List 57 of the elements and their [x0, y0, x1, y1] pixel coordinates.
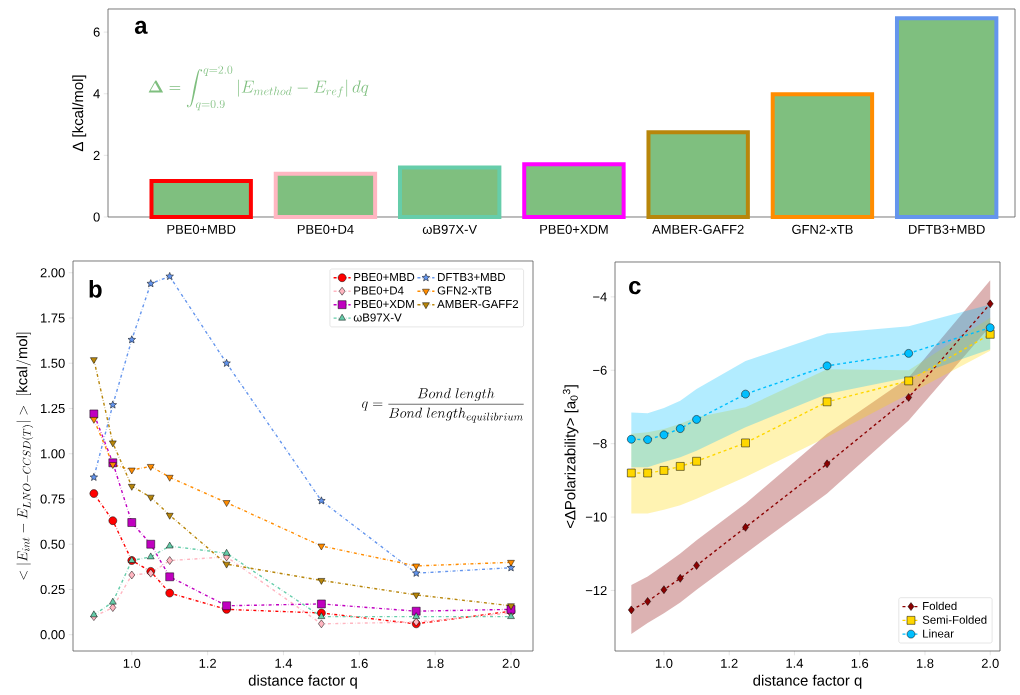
- legend-label: DFTB3+MBD: [438, 272, 506, 282]
- legend-label: Folded: [923, 601, 957, 611]
- x-axis-title: distance factor q: [753, 674, 862, 689]
- y-tick-label: 4: [93, 89, 100, 99]
- y-tick-label: 0.75: [40, 494, 65, 504]
- y-tick-label: 2.00: [40, 268, 65, 278]
- y-tick-label: −6: [593, 365, 607, 375]
- legend-label: PBE0+MBD: [354, 272, 415, 282]
- x-tick-label: 1.0: [655, 658, 673, 668]
- y-tick-label: 0.25: [40, 584, 65, 595]
- x-tick-label: DFTB3+MBD: [909, 224, 985, 234]
- y-axis-title: <ΔPolarizability> [a$_{0}$$^{3}$]: [562, 385, 579, 529]
- x-tick-label: 1.2: [199, 658, 216, 668]
- y-tick-label: 0.00: [40, 630, 65, 640]
- x-tick-label: 1.6: [851, 658, 869, 668]
- legend-label: Semi-Folded: [922, 615, 987, 624]
- x-tick-label: PBE0+XDM: [540, 224, 608, 234]
- legend-label: GFN2-xTB: [437, 286, 492, 295]
- x-tick-label: GFN2-xTB: [792, 224, 853, 234]
- x-tick-label: 1.4: [275, 658, 293, 668]
- x-tick-label: PBE0+MBD: [167, 224, 236, 234]
- x-tick-label: ωB97X-V: [422, 224, 477, 234]
- y-tick-label: 6: [93, 27, 100, 37]
- legend-label: PBE0+XDM: [354, 299, 414, 309]
- y-tick-label: 0.50: [40, 539, 65, 549]
- x-axis-title: distance factor q: [248, 674, 357, 689]
- x-tick-label: PBE0+D4: [297, 224, 354, 234]
- y-tick-label: 0: [93, 212, 100, 222]
- chart-title: a: [134, 20, 148, 34]
- y-tick-label: 1.00: [41, 449, 65, 459]
- y-tick-label: −12: [585, 585, 607, 595]
- legend-label: ωB97X-V: [353, 313, 402, 322]
- x-tick-label: 1.8: [427, 658, 444, 668]
- y-tick-label: −4: [593, 292, 607, 302]
- y-tick-label: 2: [93, 150, 100, 160]
- y-tick-label: 1.25: [41, 403, 65, 414]
- y-tick-label: 1.75: [41, 313, 65, 323]
- legend-label: PBE0+D4: [354, 286, 404, 295]
- y-tick-label: −10: [585, 512, 607, 522]
- x-tick-label: 1.8: [916, 658, 934, 668]
- x-tick-label: 2.0: [981, 658, 999, 668]
- y-tick-label: 1.50: [41, 358, 65, 368]
- legend-label: Linear: [923, 629, 954, 638]
- y-tick-label: −8: [593, 439, 607, 449]
- x-tick-label: 1.2: [721, 658, 738, 668]
- x-tick-label: 1.6: [351, 658, 368, 668]
- x-tick-label: 1.0: [123, 658, 141, 668]
- y-axis-title: $<|E_{int} - E_{LNO - CCSD(T)}|>\ \mathrm{[kcal/mol]}$: [16, 332, 34, 580]
- x-tick-label: 2.0: [502, 658, 520, 668]
- annotation: $q = \frac{Bond\ length}{Bond\ length_{equilibrium}}$: [362, 388, 524, 423]
- legend-label: AMBER-GAFF2: [437, 299, 519, 309]
- text: c: [629, 281, 641, 295]
- text: b: [89, 280, 102, 298]
- y-axis-title: Δ [kcal/mol]: [72, 75, 87, 152]
- x-tick-label: 1.4: [786, 658, 804, 668]
- x-tick-label: AMBER-GAFF2: [652, 224, 744, 234]
- annotation: $\boldsymbol{\Delta} = \int_{q=0.9}^{q=2.0} |E_{method} - E_{ref}|\,dq$: [148, 65, 369, 111]
